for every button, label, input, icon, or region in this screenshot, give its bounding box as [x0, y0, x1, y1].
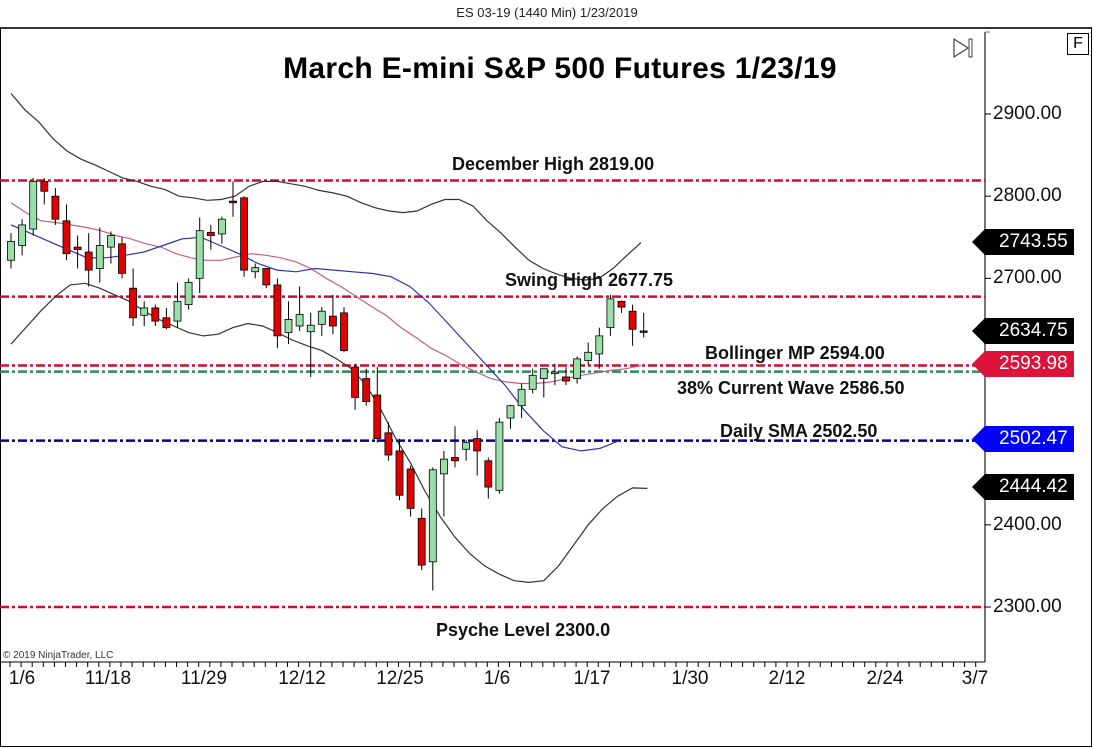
- scroll-to-end-icon[interactable]: [953, 37, 973, 59]
- candle: [362, 368, 371, 406]
- last-price-tag: 2634.75: [972, 318, 1074, 344]
- chart-title: March E-mini S&P 500 Futures 1/23/19: [283, 52, 837, 85]
- candle: [118, 237, 126, 279]
- x-tick: 1/6: [8, 668, 36, 689]
- swing-high-label: Swing High 2677.75: [505, 270, 674, 290]
- candle: [217, 216, 226, 244]
- x-tick: 1/6: [483, 668, 511, 689]
- candle: [140, 301, 149, 326]
- copyright-notice: © 2019 NinjaTrader, LLC: [3, 650, 114, 661]
- candle: [84, 233, 93, 287]
- y-tick-2700: 2700.00: [993, 267, 1062, 288]
- candle: [351, 363, 360, 410]
- candle: [317, 307, 326, 336]
- candle: [184, 278, 193, 310]
- candle: [628, 304, 637, 346]
- candle: [328, 294, 337, 335]
- y-tick-2400: 2400.00: [993, 514, 1062, 535]
- candle: [7, 233, 15, 269]
- candle: [151, 304, 160, 326]
- candle: [129, 268, 138, 326]
- candle: [284, 301, 293, 345]
- candle: [51, 187, 60, 225]
- candle: [62, 204, 71, 261]
- candle: [206, 224, 215, 250]
- december-high-label: December High 2819.00: [452, 154, 655, 174]
- candle: [551, 363, 559, 386]
- x-tick: 12/12: [278, 668, 326, 689]
- candle: [107, 231, 115, 264]
- candle: [573, 356, 581, 384]
- candle: [273, 278, 282, 349]
- candle: [162, 307, 171, 330]
- bollinger-lower-line: [10, 282, 648, 584]
- y-tick-2300: 2300.00: [993, 596, 1062, 617]
- upper-band-price-tag: 2743.55: [972, 229, 1074, 255]
- middle-band-price-tag: 2593.98: [972, 351, 1074, 377]
- x-tick: 11/29: [180, 668, 228, 689]
- daily-sma-label: Daily SMA 2502.50: [720, 421, 878, 441]
- candle: [295, 286, 304, 331]
- candle: [18, 219, 27, 256]
- candle: [428, 467, 437, 591]
- candle: [417, 508, 426, 571]
- candle: [395, 438, 404, 501]
- x-tick: 12/25: [376, 668, 424, 689]
- candle: [29, 178, 38, 236]
- candle: [406, 465, 415, 517]
- chart-frame: [0, 27, 1092, 747]
- candle: [195, 217, 204, 294]
- x-tick: 2/12: [768, 668, 806, 689]
- candle: [451, 426, 459, 468]
- candle: [229, 181, 237, 217]
- candle: [517, 383, 526, 419]
- candle: [473, 430, 482, 476]
- candle: [439, 450, 448, 517]
- sma-line: [10, 224, 620, 452]
- candle: [73, 235, 82, 269]
- candle: [617, 300, 626, 313]
- candle: [506, 404, 515, 429]
- x-tick: 1/30: [671, 668, 709, 689]
- bollinger-upper-line: [10, 93, 642, 281]
- candle: [462, 440, 471, 461]
- candle: [562, 367, 570, 386]
- candle: [251, 263, 260, 279]
- candle: [539, 368, 548, 398]
- y-tick-2800: 2800.00: [993, 185, 1062, 206]
- candle: [639, 312, 648, 338]
- bollinger-mp-label: Bollinger MP 2594.00: [705, 343, 885, 363]
- candle: [306, 312, 315, 377]
- candle: [595, 327, 604, 369]
- candle: [340, 307, 348, 353]
- candle: [528, 368, 537, 394]
- lower-band-price-tag: 2444.42: [972, 474, 1074, 500]
- candle: [240, 196, 249, 277]
- candle: [606, 294, 615, 336]
- fib-38-label: 38% Current Wave 2586.50: [677, 378, 905, 398]
- bollinger-middle-line: [10, 202, 642, 385]
- x-tick: 11/18: [84, 668, 132, 689]
- candle: [484, 457, 493, 499]
- candle: [262, 268, 271, 289]
- x-tick: 1/17: [573, 668, 611, 689]
- f-button[interactable]: F: [1067, 33, 1089, 55]
- candle: [40, 178, 49, 205]
- candle: [173, 282, 182, 328]
- psyche-level-label: Psyche Level 2300.0: [436, 620, 611, 640]
- sma-price-tag: 2502.47: [972, 426, 1074, 452]
- candle: [373, 367, 382, 443]
- candle: [95, 227, 104, 283]
- window-title: ES 03-19 (1440 Min) 1/23/2019: [456, 5, 638, 20]
- candle: [495, 418, 504, 494]
- x-tick: 3/7: [961, 668, 989, 689]
- candle: [584, 342, 593, 366]
- candle: [384, 422, 393, 461]
- y-tick-2900: 2900.00: [993, 103, 1062, 124]
- x-tick: 2/24: [866, 668, 904, 689]
